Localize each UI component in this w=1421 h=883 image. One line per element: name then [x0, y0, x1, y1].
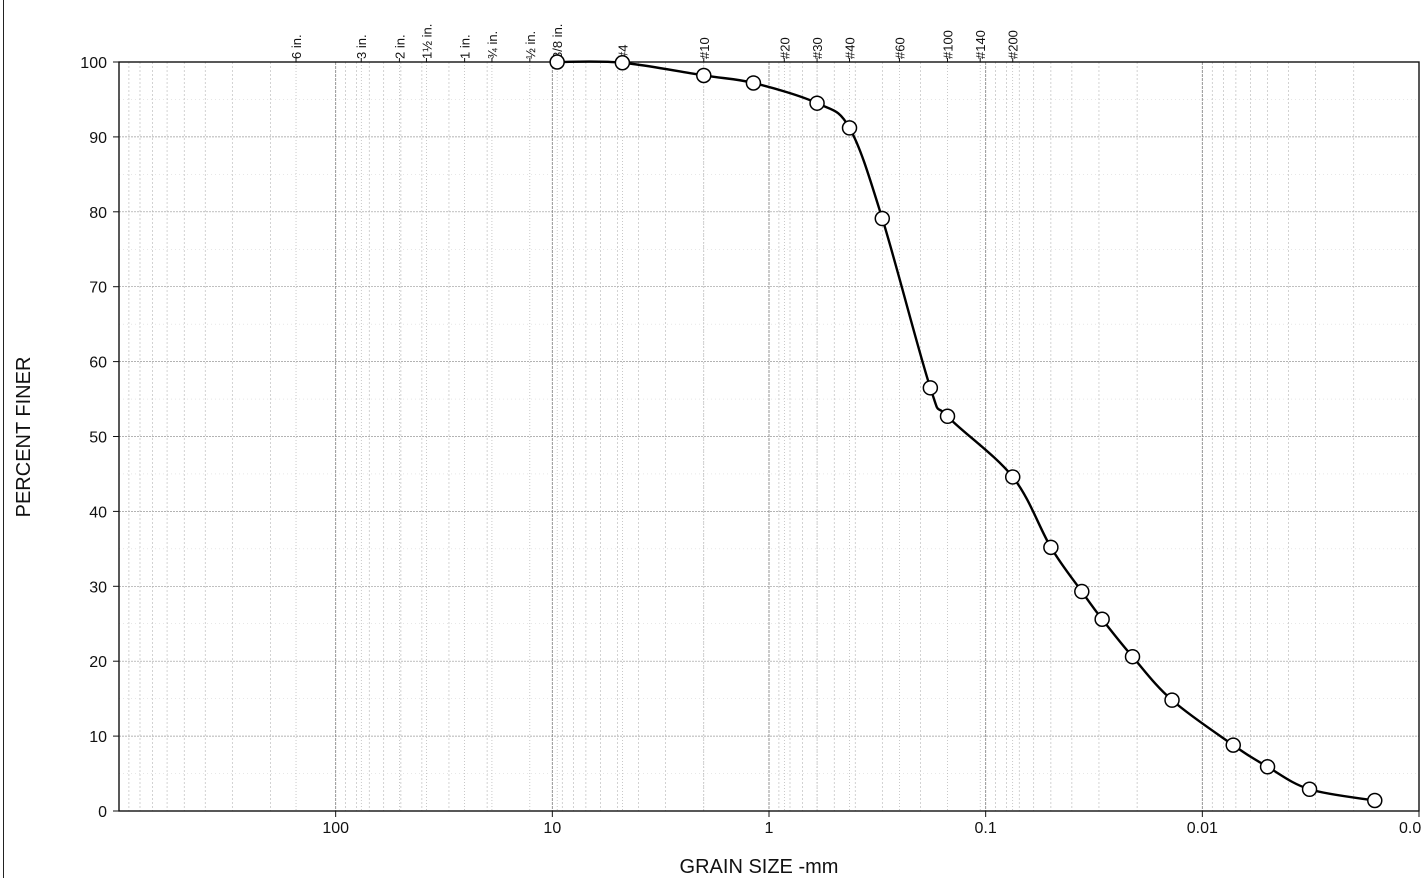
x-tick-label: 10 [543, 820, 561, 837]
data-point [922, 380, 939, 396]
y-tick-label: 100 [80, 55, 107, 72]
y-axis-label: PERCENT FINER [13, 357, 35, 518]
sieve-label: #200 [1006, 30, 1021, 59]
sieve-label: ½ in. [523, 31, 538, 59]
y-tick-label: 40 [89, 504, 107, 521]
data-point [1074, 583, 1090, 600]
data-point [745, 75, 762, 91]
sieve-label: 6 in. [289, 34, 304, 59]
sieve-label: #10 [697, 37, 712, 59]
sieve-label: #4 [615, 45, 630, 59]
data-point [1124, 648, 1141, 665]
data-point [1094, 611, 1110, 628]
sieve-label: 1½ in. [419, 24, 434, 59]
y-tick-label: 30 [89, 579, 107, 596]
sieve-label: #100 [941, 30, 956, 59]
sieve-label: #60 [892, 37, 907, 59]
data-point [874, 210, 891, 227]
data-point [1043, 539, 1059, 556]
sieve-label: 3/8 in. [550, 24, 565, 59]
left-border-line [3, 0, 4, 878]
x-axis-label: GRAIN SIZE -mm [680, 856, 839, 878]
data-point [809, 95, 825, 111]
sieve-label: ¾ in. [485, 31, 500, 59]
x-tick-label: 0.1 [975, 820, 997, 837]
y-tick-label: 20 [89, 654, 107, 671]
data-point [1164, 692, 1180, 708]
y-tick-label: 10 [89, 729, 107, 746]
sieve-label: 1 in. [458, 34, 473, 59]
data-point [1367, 792, 1383, 809]
y-tick-label: 60 [89, 355, 107, 372]
sieve-label: 3 in. [354, 34, 369, 59]
y-tick-label: 0 [98, 804, 107, 821]
sieve-label: 2 in. [392, 34, 407, 59]
y-tick-label: 90 [89, 130, 107, 147]
x-tick-label: 100 [322, 820, 349, 837]
x-tick-label: 0.001 [1399, 820, 1421, 837]
sieve-label: #40 [843, 37, 858, 59]
data-point [939, 408, 956, 425]
y-tick-label: 50 [89, 430, 107, 447]
sieve-label: #30 [810, 37, 825, 59]
grid-lines [119, 62, 1420, 811]
data-point [1004, 469, 1021, 485]
sieve-label: #140 [973, 30, 988, 59]
y-tick-label: 80 [89, 205, 107, 222]
data-point [549, 54, 565, 70]
data-point [1225, 737, 1241, 753]
sieve-label: #20 [777, 37, 792, 59]
data-point [841, 120, 858, 136]
x-tick-label: 0.01 [1187, 820, 1218, 837]
data-point [1301, 781, 1318, 798]
data-point [614, 54, 631, 71]
y-tick-label: 70 [89, 280, 107, 297]
data-point [696, 67, 712, 84]
x-tick-label: 1 [765, 820, 774, 837]
data-point [1259, 759, 1276, 775]
